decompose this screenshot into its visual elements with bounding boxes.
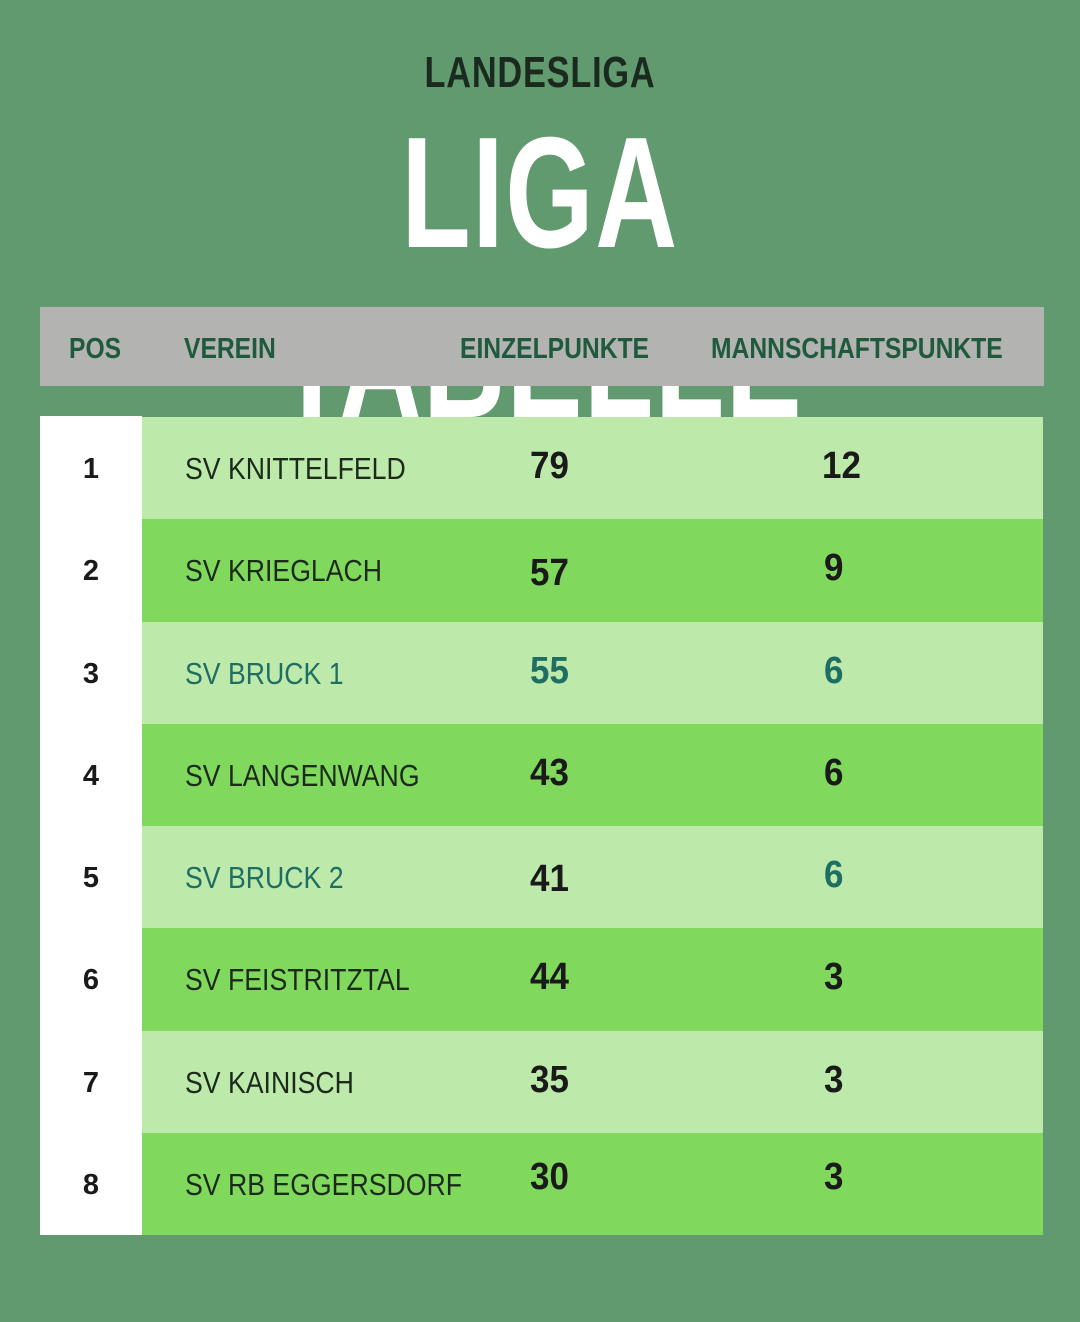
column-header-mannschaftspunkte: MANNSCHAFTSPUNKTE <box>711 333 1003 365</box>
row-club: SV KRIEGLACH <box>185 553 383 589</box>
row-mannschaftspunkte: 6 <box>824 751 844 794</box>
row-einzelpunkte: 35 <box>530 1058 569 1101</box>
row-mannschaftspunkte: 9 <box>824 547 844 590</box>
row-mannschaftspunkte: 3 <box>824 956 844 999</box>
row-club: SV BRUCK 1 <box>185 655 344 691</box>
table-row: 4 SV LANGENWANG 43 6 <box>83 723 1043 827</box>
row-position: 7 <box>82 1066 100 1099</box>
column-header-einzelpunkte: EINZELPUNKTE <box>460 333 649 365</box>
row-club: SV BRUCK 2 <box>185 860 344 896</box>
column-header-pos: POS <box>69 333 122 365</box>
row-position: 5 <box>82 862 100 895</box>
table-row: 6 SV FEISTRITZTAL 44 3 <box>83 928 1043 1031</box>
row-mannschaftspunkte: 6 <box>824 854 844 897</box>
row-position: 2 <box>82 555 100 588</box>
row-position: 8 <box>82 1169 100 1202</box>
row-mannschaftspunkte: 3 <box>824 1058 844 1101</box>
row-position: 4 <box>82 759 100 792</box>
table-row: 3 SV BRUCK 1 55 6 <box>83 621 1043 724</box>
column-header-verein: VEREIN <box>184 333 276 365</box>
row-club: SV RB EGGERSDORF <box>185 1167 463 1203</box>
row-mannschaftspunkte: 12 <box>822 445 861 487</box>
table-row: 5 SV BRUCK 2 41 6 <box>83 826 1043 929</box>
row-mannschaftspunkte: 6 <box>824 649 844 692</box>
row-club: SV LANGENWANG <box>185 757 420 793</box>
row-einzelpunkte: 44 <box>530 956 569 999</box>
row-einzelpunkte: 43 <box>530 751 569 794</box>
row-einzelpunkte: 55 <box>530 649 569 692</box>
table-row: 2 SV KRIEGLACH 57 9 <box>83 519 1043 622</box>
table-row: 7 SV KAINISCH 35 3 <box>83 1030 1043 1134</box>
row-einzelpunkte: 79 <box>530 445 569 487</box>
row-club: SV KAINISCH <box>185 1064 354 1100</box>
row-einzelpunkte: 57 <box>530 552 569 595</box>
row-position: 3 <box>82 657 100 690</box>
table-row: 8 SV RB EGGERSDORF 30 3 <box>83 1133 1043 1236</box>
position-column <box>40 416 142 1235</box>
row-club: SV FEISTRITZTAL <box>185 962 410 998</box>
row-einzelpunkte: 30 <box>530 1156 569 1199</box>
row-einzelpunkte: 41 <box>530 858 569 901</box>
table-header: POS VEREIN EINZELPUNKTE MANNSCHAFTSPUNKT… <box>40 307 1044 386</box>
row-position: 1 <box>82 453 100 485</box>
standings-table: 1 SV KNITTELFELD 79 12 2 SV KRIEGLACH 57… <box>83 417 1043 1236</box>
row-mannschaftspunkte: 3 <box>824 1156 844 1199</box>
row-position: 6 <box>82 964 100 997</box>
league-subtitle: LANDESLIGA <box>424 48 656 97</box>
page-title: LIGA TABELLE <box>277 105 802 448</box>
row-club: SV KNITTELFELD <box>185 451 406 486</box>
table-row: 1 SV KNITTELFELD 79 12 <box>83 417 1043 520</box>
